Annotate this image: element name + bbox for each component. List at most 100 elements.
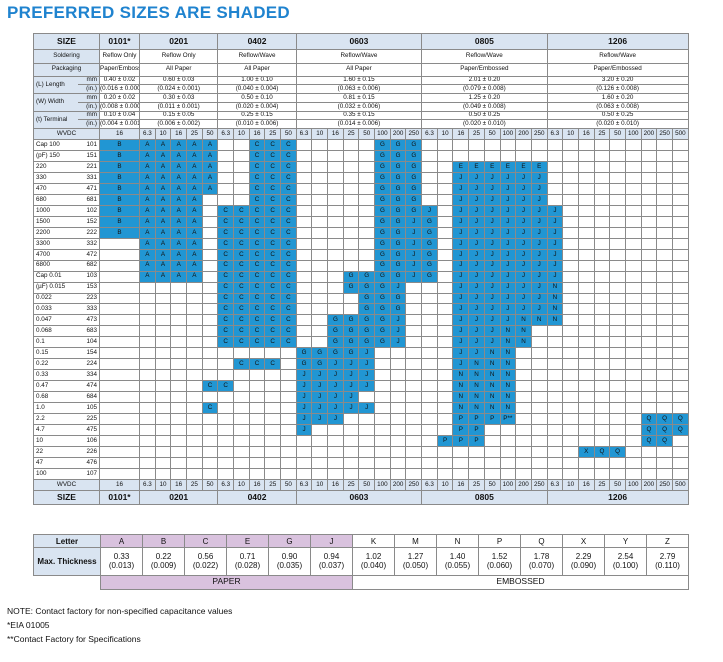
length-mm-value: 0.40 ± 0.02 [99,75,140,86]
empty-cell [624,358,642,371]
empty-cell [452,467,470,480]
thickness-value: 0.71 (0.028) [226,547,269,576]
empty-cell [201,193,219,206]
shaded-cell: G [421,259,438,272]
empty-cell [201,204,219,217]
shaded-cell: J [499,215,517,228]
empty-cell [671,281,689,294]
shaded-cell: A [154,237,172,250]
empty-cell [405,347,423,360]
voltage-header: 16 [452,128,470,141]
shaded-cell: J [515,248,532,261]
empty-cell [280,467,297,480]
empty-cell [405,358,423,371]
empty-cell [248,423,266,436]
shaded-cell: A [170,270,188,283]
empty-cell [217,150,235,163]
shaded-cell: C [233,292,250,305]
terminal-in-value: (0.010 ± 0.006) [217,119,297,130]
shaded-cell: J [295,380,313,393]
empty-cell [248,412,266,425]
shaded-cell: J [483,292,501,305]
empty-cell [374,391,391,404]
empty-cell [342,259,360,272]
shaded-cell: J [342,358,360,371]
empty-cell [405,369,423,382]
empty-cell [186,303,203,316]
empty-cell [593,292,611,305]
shaded-cell: A [170,259,188,272]
capacitance-code: 472 [77,248,100,261]
empty-cell [327,248,344,261]
empty-cell [389,369,407,382]
width-in-value: (0.049 ± 0.008) [421,101,548,112]
shaded-cell: A [186,215,203,228]
empty-cell [374,467,391,480]
voltage-header: 250 [530,478,548,491]
empty-cell [577,139,595,152]
thickness-mm: 1.78 [533,552,550,562]
shaded-cell: G [389,292,407,305]
table-row: 330331BAAAAACCCGGGJJJJJJK [33,172,689,184]
shaded-cell: A [154,259,172,272]
shaded-cell: A [186,237,203,250]
empty-cell [217,434,235,447]
thickness-letter: E [226,533,269,549]
empty-cell [671,467,689,480]
capacitance-value: 330 [33,172,78,184]
empty-cell [609,150,626,163]
empty-cell [640,193,658,206]
empty-cell [201,237,219,250]
shaded-cell: J [405,237,423,250]
shaded-cell: B [99,193,140,206]
shaded-cell: A [139,150,156,163]
empty-cell [499,467,517,480]
voltage-header: 25 [593,128,611,141]
empty-cell [358,161,376,174]
capacitance-code: 222 [77,226,100,239]
empty-cell [358,434,376,447]
empty-cell [233,150,250,163]
thickness-letter: P [478,533,521,549]
empty-cell [358,248,376,261]
empty-cell [530,456,548,469]
empty-cell [640,215,658,228]
empty-cell [295,237,313,250]
shaded-cell: J [515,226,532,239]
shaded-cell: J [389,314,407,327]
thickness-mm: 0.71 [239,552,256,562]
empty-cell [295,204,313,217]
empty-cell [436,402,454,414]
empty-cell [436,314,454,327]
empty-cell [342,172,360,184]
voltage-header: 6.3 [139,128,156,141]
voltage-header: 6.3 [295,128,313,141]
empty-cell [358,193,376,206]
capacitance-code: 152 [77,215,100,228]
capacitance-code: 104 [77,336,100,349]
shaded-cell: J [483,172,501,184]
shaded-cell: P [452,434,470,447]
empty-cell [436,139,454,152]
shaded-cell: G [295,358,313,371]
empty-cell [436,226,454,239]
shaded-cell: C [280,270,297,283]
empty-cell [436,259,454,272]
shaded-cell: Q [640,412,658,425]
empty-cell [248,391,266,404]
shaded-cell: J [546,204,564,217]
table-row: 10 106 P P P Q Q [33,434,689,447]
shaded-cell: A [139,139,156,152]
empty-cell [624,325,642,338]
empty-cell [624,215,642,228]
shaded-cell: C [217,248,235,261]
shaded-cell: A [201,150,219,163]
empty-cell [201,259,219,272]
empty-cell [327,303,344,316]
empty-cell [546,445,564,458]
empty-cell [170,380,188,393]
shaded-cell: A [170,237,188,250]
empty-cell [217,182,235,195]
shaded-cell: C [248,237,266,250]
voltage-header: 6.3 [217,478,235,491]
